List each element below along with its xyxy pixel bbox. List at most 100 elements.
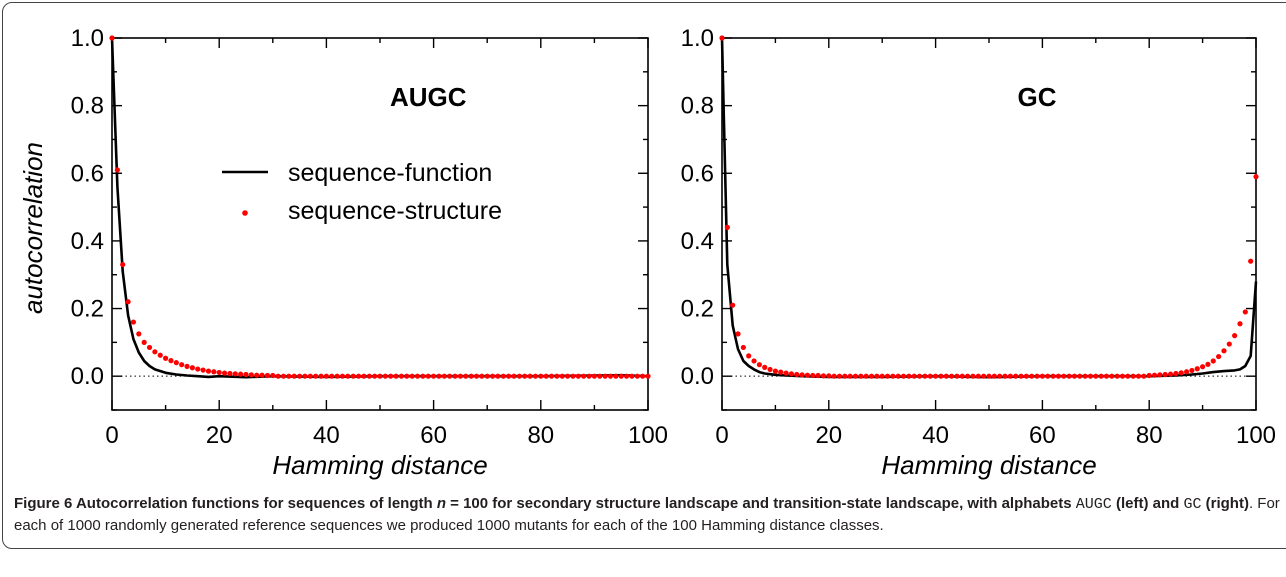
panel-2-point-sequence-structure [906, 373, 912, 379]
panel-2-point-sequence-structure [820, 373, 827, 379]
panel-2-point-sequence-structure [1029, 373, 1035, 379]
panel-1-point-sequence-structure [238, 371, 244, 377]
panel-1-xtick-label: 80 [527, 422, 554, 449]
panel-2-point-sequence-structure [794, 371, 800, 378]
panel-2-point-sequence-structure [810, 372, 816, 379]
panel-2-point-sequence-structure [772, 368, 779, 374]
panel-2-point-sequence-structure [911, 373, 917, 379]
panel-2-xtick-label: 80 [1136, 422, 1163, 449]
panel-1-point-sequence-structure [243, 371, 249, 378]
panel-2-point-sequence-structure [884, 373, 891, 379]
panel-2-point-sequence-structure [868, 373, 875, 379]
panel-1-point-sequence-structure [136, 331, 142, 337]
panel-1-point-sequence-structure [130, 319, 137, 325]
panel-1-point-sequence-structure [414, 373, 421, 379]
panel-2-point-sequence-structure [1045, 373, 1051, 379]
panel-2-ytick-label: 0.0 [681, 363, 714, 390]
panel-2-point-sequence-structure [1151, 372, 1158, 378]
panel-1-point-sequence-structure [173, 360, 179, 366]
panel-2-point-sequence-structure [735, 331, 741, 337]
panel-1-point-sequence-structure [436, 373, 442, 379]
panel-1-point-sequence-structure [382, 373, 388, 379]
panel-1-point-sequence-structure [345, 373, 351, 379]
panel-1-point-sequence-structure [538, 373, 544, 379]
panel-1-point-sequence-structure [393, 373, 399, 379]
panel-1-point-sequence-structure [307, 373, 313, 379]
panel-1-ytick-label: 0.4 [71, 228, 104, 255]
panel-1-point-sequence-structure [586, 373, 592, 379]
panel-1-point-sequence-structure [184, 363, 190, 369]
panel-1-point-sequence-structure [270, 372, 276, 379]
legend-label-sequence-structure: sequence-structure [288, 197, 502, 225]
panel-2-point-sequence-structure [767, 366, 773, 373]
panel-2-point-sequence-structure [1205, 361, 1211, 367]
panel-2-title: GC [1018, 82, 1057, 112]
panel-1-point-sequence-structure [559, 373, 565, 379]
panel-1-point-sequence-structure [211, 369, 217, 375]
panel-1-xtick-label: 40 [313, 422, 340, 449]
panel-1-point-sequence-structure [302, 373, 308, 379]
panel-2-point-sequence-structure [842, 373, 848, 379]
panel-2-point-sequence-structure [986, 373, 992, 379]
panel-1-point-sequence-structure [629, 373, 635, 379]
panel-2-point-sequence-structure [965, 373, 971, 379]
panel-1-point-sequence-structure [254, 372, 260, 378]
panel-2-point-sequence-structure [1087, 373, 1094, 379]
panel-2-point-sequence-structure [1039, 373, 1045, 379]
panel-2-point-sequence-structure [762, 364, 768, 370]
panel-2-series-sequence-function [720, 37, 1258, 379]
panel-1-point-sequence-structure [179, 362, 185, 368]
panel-1-point-sequence-structure [645, 373, 651, 379]
caption-alphabet-gc: GC [1183, 496, 1202, 513]
panel-2-point-sequence-structure [836, 373, 843, 379]
panel-1-point-sequence-structure [452, 373, 458, 379]
panel-2-point-sequence-structure [922, 373, 928, 379]
panel-2-point-sequence-structure [1157, 372, 1163, 378]
panel-1-point-sequence-structure [613, 373, 619, 379]
panel-1-point-sequence-structure [109, 35, 115, 41]
panel-1-point-sequence-structure [398, 373, 405, 379]
panel-1-point-sequence-structure [484, 373, 490, 379]
panel-2-point-sequence-structure [970, 373, 976, 379]
panel-1-point-sequence-structure [479, 373, 485, 379]
panel-1-point-sequence-structure [227, 370, 233, 377]
figure-caption: Figure 6 Autocorrelation functions for s… [14, 493, 1286, 536]
panel-2-point-sequence-structure [1109, 373, 1115, 379]
panel-2-point-sequence-structure [863, 373, 869, 379]
panel-1-point-sequence-structure [297, 373, 303, 379]
panel-1-point-sequence-structure [597, 373, 603, 379]
panel-2-point-sequence-structure [804, 372, 811, 378]
panel-1-point-sequence-structure [259, 372, 265, 378]
panel-2-ytick-label: 0.4 [681, 228, 714, 255]
panel-2-point-sequence-structure [799, 372, 805, 378]
panel-1-point-sequence-structure [570, 373, 576, 379]
panel-2-point-sequence-structure [879, 373, 885, 379]
panel-1-point-sequence-structure [221, 370, 228, 376]
panel-1-point-sequence-structure [527, 373, 533, 379]
panel-2-point-sequence-structure [858, 373, 864, 379]
panel-2-point-sequence-structure [1082, 373, 1088, 379]
panel-1-point-sequence-structure [280, 373, 287, 379]
panel-1-point-sequence-structure [420, 373, 426, 379]
panel-1-point-sequence-structure [495, 373, 501, 379]
panel-2-point-sequence-structure [1018, 373, 1024, 379]
panel-1-point-sequence-structure [532, 373, 539, 379]
panel-1-point-sequence-structure [516, 373, 522, 379]
panel-1-point-sequence-structure [120, 261, 126, 268]
panel-2-point-sequence-structure [719, 35, 725, 41]
panel-1-point-sequence-structure [602, 373, 608, 379]
panel-2-point-sequence-structure [927, 373, 933, 379]
panel-2-point-sequence-structure [724, 224, 730, 230]
panel-1-point-sequence-structure [473, 373, 480, 379]
panel-2-ytick-label: 0.6 [681, 160, 714, 187]
panel-1-ytick-label: 0.8 [71, 93, 104, 120]
panel-2-point-sequence-structure [991, 373, 997, 379]
panel-2-point-sequence-structure [730, 302, 736, 308]
panel-2-point-sequence-structure [1221, 348, 1227, 354]
panel-2-point-sequence-structure [831, 373, 837, 379]
panel-2-point-sequence-structure [788, 371, 795, 377]
panel-2-point-sequence-structure [916, 373, 923, 379]
panel-1-point-sequence-structure [189, 365, 195, 371]
panel-1-point-sequence-structure [640, 373, 646, 379]
panel-2-point-sequence-structure [954, 373, 960, 379]
